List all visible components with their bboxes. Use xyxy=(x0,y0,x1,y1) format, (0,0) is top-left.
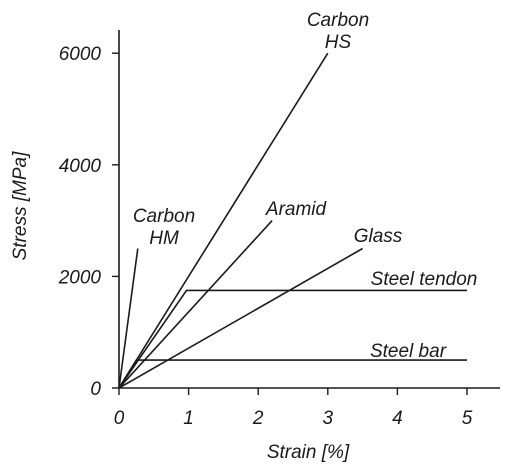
series-label-line: Steel bar xyxy=(370,341,447,362)
series-label-steel-bar: Steel bar xyxy=(370,341,447,362)
y-axis-title: Stress [MPa] xyxy=(10,151,31,260)
series-label-glass: Glass xyxy=(354,226,403,247)
series-label-carbon-hs: Carbon HS xyxy=(307,10,369,53)
series-label-carbon-hm: Carbon HM xyxy=(133,206,195,249)
x-tick-label: 5 xyxy=(462,408,473,429)
x-tick-label: 0 xyxy=(114,408,125,429)
series-label-line: Carbon xyxy=(133,206,195,227)
series-label-steel-tendon: Steel tendon xyxy=(371,269,478,290)
series-line-carbon-hm xyxy=(118,248,139,389)
axes xyxy=(118,30,500,389)
series-label-line: HS xyxy=(325,32,352,53)
x-tick-label: 3 xyxy=(323,408,334,429)
series-line-steel-tendon xyxy=(118,289,467,389)
series-line-carbon-hs xyxy=(118,52,329,389)
x-tick-label: 1 xyxy=(183,408,194,429)
y-tick-label: 0 xyxy=(90,379,101,400)
series-label-line: Glass xyxy=(354,226,403,247)
series-line-aramid xyxy=(118,220,273,389)
y-tick-label: 6000 xyxy=(59,44,102,65)
series-label-aramid: Aramid xyxy=(265,199,328,220)
y-tick-label: 2000 xyxy=(58,267,102,288)
x-tick-label: 2 xyxy=(252,408,264,429)
series-label-line: Steel tendon xyxy=(371,269,478,290)
series-label-line: HM xyxy=(149,228,179,249)
x-axis-title: Strain [%] xyxy=(267,442,350,463)
series-line-glass xyxy=(118,247,363,389)
ticks: 0 1 2 3 4 5 0 2000 4000 6000 xyxy=(58,44,473,429)
series-line-steel-bar xyxy=(118,359,467,389)
y-tick-label: 4000 xyxy=(59,156,102,177)
series-label-line: Carbon xyxy=(307,10,369,31)
x-tick-label: 4 xyxy=(392,408,403,429)
series-label-line: Aramid xyxy=(265,199,328,220)
plot-series xyxy=(118,52,467,389)
